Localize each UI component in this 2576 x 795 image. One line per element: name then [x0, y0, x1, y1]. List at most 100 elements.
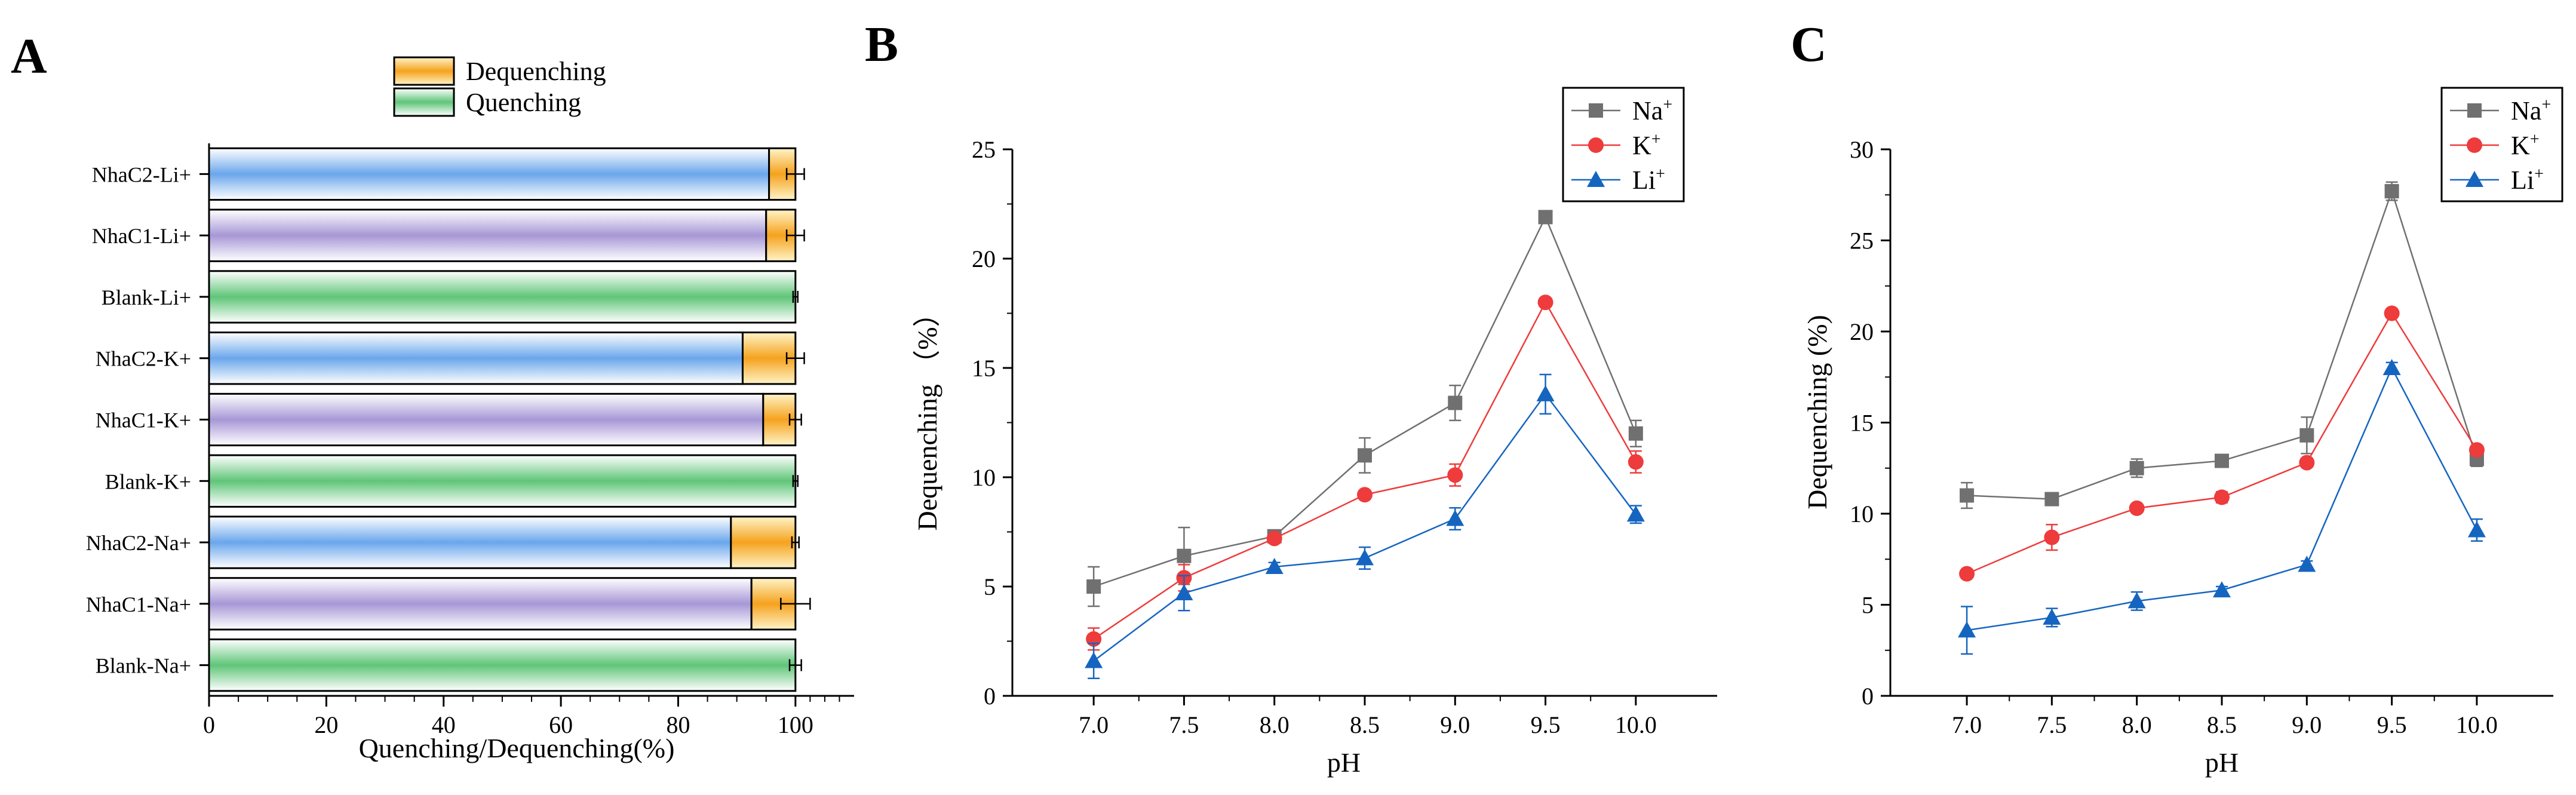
data-point — [2384, 184, 2399, 199]
panel-c-legend: Na+K+Li+ — [2440, 87, 2563, 202]
data-point — [1086, 579, 1101, 594]
x-tick-label: 9.5 — [1531, 711, 1561, 738]
legend-label: Li+ — [2511, 165, 2544, 195]
legend-label-base: Li — [1632, 165, 1656, 195]
panel-c-y-axis-label: Dequenching (%) — [1802, 315, 1832, 509]
series-li — [1958, 359, 2486, 655]
legend-label-base: Na — [1632, 96, 1663, 125]
data-point — [1959, 566, 1975, 582]
panel-a-x-axis-label: Quenching/Dequenching(%) — [359, 733, 675, 763]
legend-marker — [1589, 103, 1603, 118]
panel-a-category-labels: NhaC2-Li+ NhaC1-Li+ Blank-Li+ NhaC2-K+ NhaC1… — [86, 162, 191, 677]
series-na — [1960, 181, 2484, 509]
x-tick-label: 8.5 — [1350, 711, 1380, 738]
data-point — [2384, 305, 2400, 321]
data-point — [1538, 210, 1553, 225]
legend-label-sup: + — [1663, 96, 1672, 114]
legend-marker — [2467, 137, 2482, 153]
panel-a-bars — [208, 147, 811, 692]
data-point — [1175, 584, 1193, 600]
legend-quenching-label: Quenching — [466, 88, 581, 117]
x-tick-label: 8.0 — [2122, 711, 2152, 738]
data-point — [2215, 453, 2229, 468]
x-tick-label: 7.0 — [1079, 711, 1109, 738]
series-li — [1085, 373, 1645, 679]
y-tick-label: 30 — [1850, 136, 1874, 163]
panel-b-series — [1085, 210, 1645, 679]
y-tick-label: 25 — [1850, 228, 1874, 254]
x-tick-label: 10.0 — [2456, 711, 2498, 738]
y-tick-label: 20 — [1850, 318, 1874, 345]
data-point — [1357, 487, 1373, 503]
y-tick-label: 15 — [1850, 410, 1874, 437]
data-point — [1446, 509, 1464, 526]
y-tick-label: 15 — [972, 355, 996, 382]
data-point — [2298, 555, 2316, 572]
y-tick-label: 0 — [1862, 683, 1874, 710]
panel-c-ticks: 0 5 10 15 20 25 30 7.0 7.5 8.0 8.5 9.0 9.5 10.0 — [1850, 136, 2498, 738]
category-label: NhaC2-Na+ — [86, 531, 191, 555]
data-point — [1085, 652, 1103, 668]
category-label: NhaC1-Li+ — [92, 224, 191, 248]
x-tick-label: 8.0 — [1260, 711, 1289, 738]
y-tick-label: 20 — [972, 245, 996, 272]
panel-a-x-tick-label: 40 — [432, 711, 456, 738]
panel-c-x-axis-label: pH — [2205, 747, 2239, 778]
x-tick-label: 10.0 — [1615, 711, 1657, 738]
y-tick-label: 0 — [984, 683, 996, 710]
panel-c-axes — [1889, 149, 2553, 697]
data-point — [1537, 294, 1553, 311]
quenching-bar — [208, 208, 767, 262]
data-point — [2129, 461, 2144, 475]
dequenching-bar — [730, 515, 797, 569]
quenching-bar — [208, 147, 770, 201]
y-tick-label: 10 — [972, 464, 996, 491]
panel-label-c: C — [1791, 17, 1827, 72]
data-point — [2127, 592, 2146, 609]
legend-label-base: Na — [2511, 96, 2541, 125]
panel-b-legend: Na+K+Li+ — [1562, 87, 1685, 202]
legend-dequenching-label: Dequenching — [466, 57, 606, 86]
data-point — [1266, 530, 1282, 547]
y-tick-label: 5 — [984, 573, 996, 600]
data-point — [2214, 489, 2230, 505]
legend-label-sup: + — [1656, 165, 1665, 183]
panel-a-x-ticks: 0 20 40 60 80 100 — [203, 696, 840, 738]
legend-label-base: Li — [2511, 165, 2534, 195]
category-label: NhaC2-K+ — [96, 347, 191, 371]
data-point — [2299, 455, 2315, 471]
legend-label-base: K — [1632, 131, 1651, 160]
panel-b-line-chart: 0 5 10 15 20 25 7.0 7.5 8.0 8.5 9.0 9.5 10.0 pH Dequ… — [912, 87, 1717, 778]
panel-a-x-tick-label: 80 — [666, 711, 690, 738]
data-point — [1628, 426, 1643, 441]
data-point — [1628, 454, 1644, 470]
legend-marker — [2466, 171, 2483, 187]
panel-b-y-axis-label: Dequenching （%） — [912, 299, 942, 530]
legend-label-sup: + — [2530, 130, 2540, 149]
data-point — [1447, 467, 1463, 483]
quenching-bar — [208, 454, 797, 508]
quenching-bar — [208, 392, 764, 447]
legend-marker — [2467, 103, 2482, 118]
data-point — [1356, 549, 1374, 566]
legend-label-base: K — [2511, 131, 2530, 160]
panel-b-ticks: 0 5 10 15 20 25 7.0 7.5 8.0 8.5 9.0 9.5 10.0 — [972, 136, 1657, 738]
panel-label-b: B — [865, 17, 898, 72]
data-point — [2382, 359, 2401, 375]
category-label: NhaC1-Na+ — [86, 593, 191, 616]
quenching-bar — [208, 638, 797, 692]
data-point — [2044, 492, 2059, 507]
quenching-bar — [208, 577, 753, 631]
x-tick-label: 9.5 — [2377, 711, 2407, 738]
y-tick-label: 5 — [1862, 592, 1874, 619]
legend-label-sup: + — [2541, 96, 2551, 114]
x-tick-label: 9.0 — [1440, 711, 1470, 738]
legend-quenching-swatch — [393, 87, 455, 117]
data-point — [2044, 529, 2060, 545]
data-point — [1448, 395, 1463, 410]
panel-a-bar-chart: Dequenching Quenching NhaC2-Li+ NhaC1-Li+… — [86, 56, 854, 763]
y-tick-label: 10 — [1850, 501, 1874, 527]
series-k — [1959, 305, 2485, 582]
panel-b-axes — [1011, 149, 1717, 697]
